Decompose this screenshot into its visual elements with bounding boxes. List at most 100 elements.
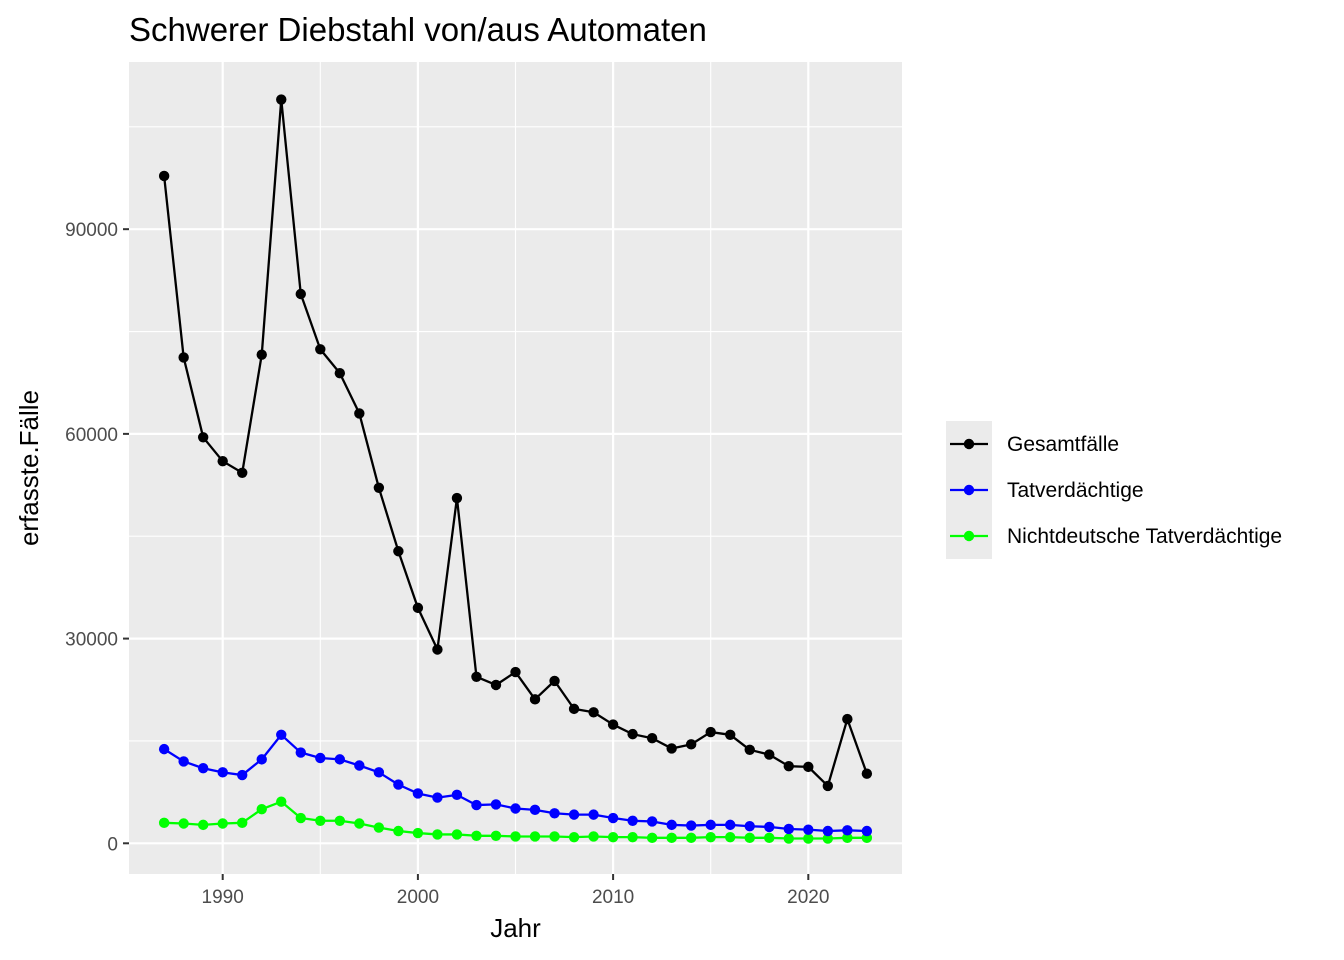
data-point <box>315 344 326 355</box>
data-point <box>744 832 755 844</box>
data-point <box>744 821 755 832</box>
data-point <box>490 799 502 810</box>
data-point <box>607 831 619 843</box>
data-point <box>237 769 248 781</box>
data-point <box>393 546 404 557</box>
data-point <box>373 767 385 778</box>
data-point <box>764 749 775 760</box>
data-point <box>315 815 326 826</box>
data-point <box>471 671 482 682</box>
data-point <box>354 818 365 829</box>
data-point <box>295 747 306 758</box>
data-point <box>256 349 267 360</box>
data-point <box>588 809 599 820</box>
series-Nichtdeutsche Tatverdächtige <box>158 796 873 844</box>
data-point <box>217 455 228 467</box>
y-tick-label: 60000 <box>65 425 118 446</box>
y-axis-title: erfasste.Fälle <box>14 390 44 546</box>
data-point <box>685 820 697 831</box>
data-point <box>412 602 424 614</box>
legend-key-point <box>963 530 975 542</box>
data-point <box>705 819 716 831</box>
data-point <box>568 831 580 843</box>
data-point <box>217 767 228 778</box>
data-point <box>822 780 834 792</box>
data-point <box>393 825 404 837</box>
data-point <box>432 829 443 840</box>
grid-minor <box>129 62 902 874</box>
x-tick-label: 2010 <box>592 887 634 908</box>
legend-label: Gesamtfälle <box>1007 433 1119 456</box>
chart-title: Schwerer Diebstahl von/aus Automaten <box>129 11 707 48</box>
data-point <box>705 726 716 738</box>
data-point <box>197 819 209 831</box>
y-tick-label: 30000 <box>65 630 118 651</box>
data-point <box>471 799 482 811</box>
data-point <box>373 482 385 493</box>
data-point <box>803 761 814 773</box>
series-Gesamtfälle <box>158 94 873 792</box>
data-point <box>627 728 638 740</box>
data-point <box>197 763 209 774</box>
y-tick-label: 90000 <box>65 220 118 241</box>
x-axis-title: Jahr <box>490 913 541 943</box>
data-point <box>510 666 521 678</box>
data-point <box>725 819 736 831</box>
data-point <box>178 352 189 363</box>
data-point <box>764 832 775 844</box>
data-point <box>588 707 599 718</box>
data-point <box>432 644 443 655</box>
data-point <box>666 832 677 844</box>
legend-key-point <box>963 438 975 450</box>
data-point <box>354 408 365 419</box>
data-point <box>158 743 170 755</box>
data-point <box>861 825 873 837</box>
data-point <box>373 822 385 833</box>
data-point <box>822 833 834 844</box>
data-point <box>510 803 521 814</box>
x-tick-label: 2020 <box>787 887 829 908</box>
data-point <box>842 832 853 844</box>
data-point <box>607 719 619 730</box>
data-point <box>549 831 560 842</box>
data-point <box>842 713 853 725</box>
y-tick-label: 0 <box>107 834 118 855</box>
data-point <box>158 817 170 829</box>
data-point <box>334 815 346 826</box>
data-point <box>334 754 346 765</box>
data-point <box>744 744 755 756</box>
legend-label: Tatverdächtige <box>1007 479 1144 502</box>
data-point <box>178 756 189 767</box>
data-point <box>646 733 658 744</box>
data-point <box>197 432 209 443</box>
data-point <box>822 825 834 837</box>
x-tick-label: 2000 <box>397 887 439 908</box>
data-point <box>685 832 697 844</box>
data-point <box>646 816 658 827</box>
data-point <box>295 812 306 824</box>
data-point <box>432 792 443 803</box>
data-point <box>725 831 736 843</box>
data-point <box>588 831 599 842</box>
data-point <box>490 830 502 841</box>
data-point <box>158 170 170 182</box>
data-point <box>725 729 736 740</box>
data-point <box>451 829 463 840</box>
data-point <box>451 492 463 504</box>
data-point <box>568 809 580 820</box>
data-point <box>412 827 424 839</box>
data-point <box>334 367 346 379</box>
data-point <box>764 821 775 833</box>
data-point <box>471 830 482 841</box>
data-point <box>295 288 306 300</box>
y-axis: 0 30000 60000 90000 <box>65 220 129 855</box>
series-Tatverdächtige <box>158 729 873 837</box>
x-axis: 1990 2000 2010 2020 <box>202 874 829 908</box>
data-point <box>627 815 638 826</box>
data-point <box>607 812 619 824</box>
data-point <box>783 823 794 835</box>
data-point <box>549 808 560 819</box>
data-point <box>490 679 502 691</box>
x-tick-label: 1990 <box>202 887 244 908</box>
